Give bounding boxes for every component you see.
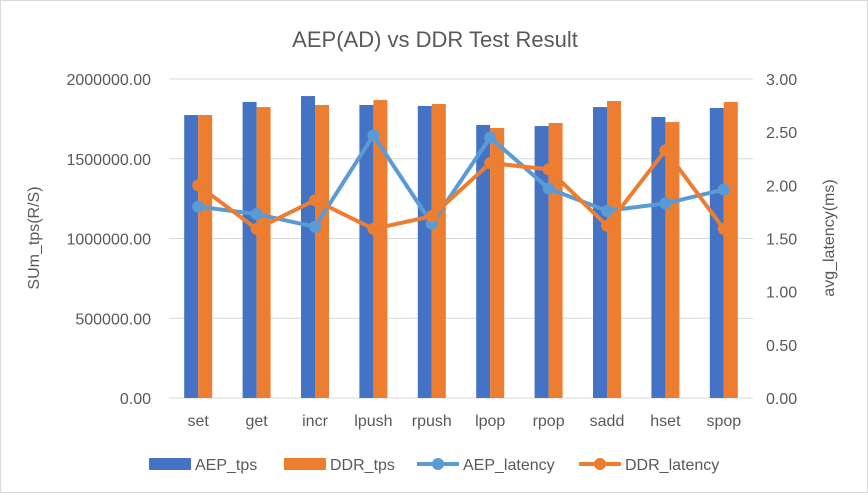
point-DDR_latency (659, 144, 672, 157)
bar-AEP_tps (534, 126, 549, 399)
legend-swatch (284, 458, 326, 470)
point-AEP_latency (309, 220, 321, 233)
legend-label: AEP_latency (463, 457, 555, 474)
y2-tick-label: 2.50 (766, 125, 797, 142)
chart-title: AEP(AD) vs DDR Test Result (292, 27, 578, 52)
y2-tick-label: 3.00 (766, 72, 797, 89)
bar-DDR_tps (198, 115, 213, 398)
point-DDR_latency (484, 157, 497, 170)
x-tick-label: set (188, 413, 210, 430)
x-tick-label: sadd (590, 413, 625, 430)
point-DDR_latency (601, 219, 613, 232)
bar-DDR_tps (723, 101, 738, 398)
bar-DDR_tps (373, 100, 388, 398)
bar-AEP_tps (242, 101, 257, 398)
point-AEP_latency (601, 204, 613, 217)
point-AEP_latency (717, 183, 730, 196)
x-tick-label: rpop (533, 413, 565, 430)
x-tick-label: rpush (412, 413, 452, 430)
y2-tick-label: 1.00 (766, 285, 797, 302)
line-AEP_latency (197, 133, 725, 229)
bar-AEP_tps (417, 105, 432, 398)
bar-AEP_tps (184, 115, 199, 398)
legend-swatch (149, 458, 191, 470)
point-DDR_latency (309, 194, 321, 207)
y-tick-label: 500000.00 (75, 311, 151, 328)
line-DDR_latency (197, 148, 726, 231)
legend-label: AEP_tps (195, 457, 257, 474)
point-DDR_latency (542, 163, 555, 176)
x-tick-label: get (245, 413, 268, 430)
point-AEP_latency (367, 129, 380, 142)
bar-DDR_tps (665, 122, 680, 398)
point-AEP_latency (484, 131, 497, 144)
x-tick-label: incr (302, 413, 328, 430)
bar-DDR_tps (607, 101, 621, 399)
x-tick-label: hset (650, 413, 681, 430)
x-tick-label: lpop (475, 413, 505, 430)
bar-AEP_tps (709, 108, 724, 399)
x-tick-label: spop (706, 413, 741, 430)
point-DDR_latency (425, 210, 438, 223)
y2-tick-label: 0.50 (766, 338, 797, 355)
y-axis-label: SUm_tps(R/S) (26, 186, 43, 289)
point-AEP_latency (250, 208, 263, 221)
y2-axis-label: avg_latency(ms) (821, 179, 838, 296)
bar-AEP_tps (476, 124, 491, 398)
point-DDR_latency (192, 179, 205, 192)
point-DDR_latency (717, 222, 730, 235)
legend-marker (594, 458, 606, 470)
y-tick-label: 0.00 (120, 391, 151, 408)
point-AEP_latency (192, 200, 205, 213)
legend-label: DDR_tps (330, 457, 395, 474)
bar-AEP_tps (301, 96, 315, 398)
y-tick-label: 1000000.00 (66, 232, 151, 249)
bar-AEP_tps (651, 116, 666, 398)
bar-AEP_tps (359, 104, 374, 398)
y2-tick-label: 2.00 (766, 178, 797, 195)
legend-marker (432, 458, 444, 470)
point-DDR_latency (367, 222, 380, 235)
x-tick-label: lpush (354, 413, 392, 430)
legend-label: DDR_latency (625, 457, 719, 474)
y2-tick-label: 0.00 (766, 391, 797, 408)
point-AEP_latency (542, 182, 555, 195)
y2-tick-label: 1.50 (766, 232, 797, 249)
y-tick-label: 2000000.00 (66, 72, 151, 89)
y-tick-label: 1500000.00 (66, 152, 151, 169)
bar-AEP_tps (593, 107, 607, 399)
bar-DDR_tps (315, 104, 329, 398)
bar-DDR_tps (256, 107, 271, 399)
bar-DDR_tps (431, 104, 446, 398)
point-DDR_latency (250, 222, 263, 235)
point-AEP_latency (659, 197, 672, 210)
bar-DDR_tps (490, 127, 505, 399)
